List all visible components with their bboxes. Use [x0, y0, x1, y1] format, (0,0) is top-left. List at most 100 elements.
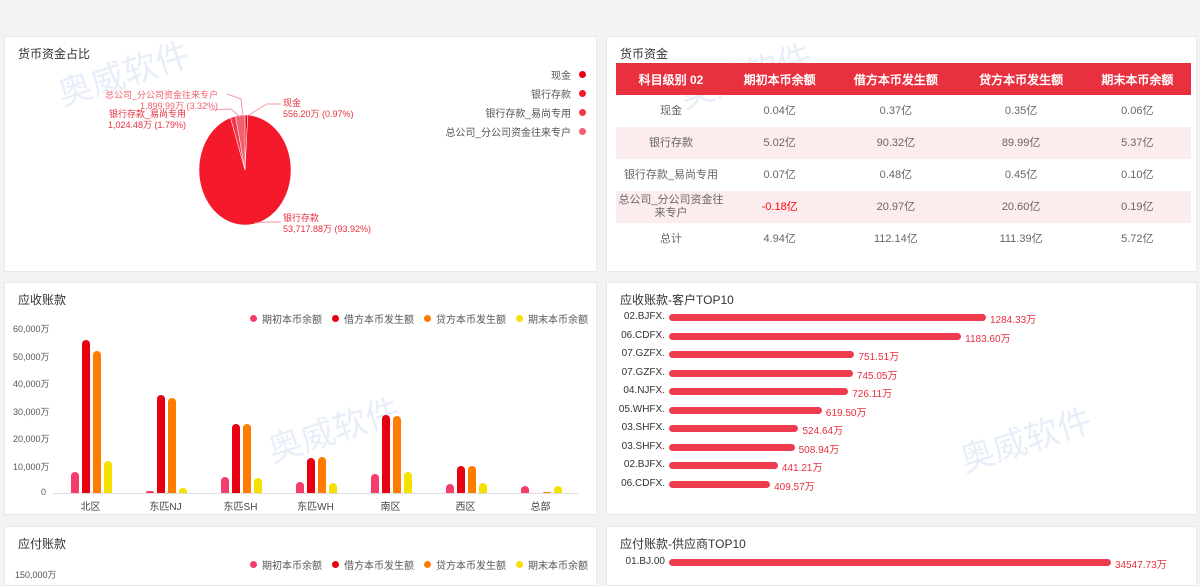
bar[interactable] — [220, 476, 229, 493]
bar[interactable] — [253, 477, 262, 493]
value-label: 751.51万 — [858, 352, 900, 363]
pie-slice[interactable] — [198, 114, 292, 226]
legend-item[interactable]: 贷方本币发生额 — [424, 557, 506, 572]
legend-label: 贷方本币发生额 — [436, 561, 506, 572]
bar[interactable] — [306, 457, 315, 493]
bar[interactable] — [242, 424, 251, 493]
label-value: 1,899.99万 (3.32%) — [139, 101, 218, 111]
y-tick: 150,000万 — [15, 570, 57, 580]
legend-item[interactable]: 期末本币余额 — [516, 557, 588, 572]
table-row[interactable]: 银行存款_易尚专用 0.07亿 0.48亿 0.45亿 0.10亿 — [616, 159, 1191, 191]
y-tick-label: 40,000万 — [13, 379, 50, 389]
legend-item[interactable]: 贷方本币发生额 — [424, 311, 506, 326]
pie-slice[interactable] — [235, 114, 246, 171]
bar[interactable] — [381, 414, 390, 493]
column-header[interactable]: 贷方本币发生额 — [958, 63, 1084, 95]
category-label: 06.CDFX. — [621, 329, 665, 341]
panel-title: 货币资金占比 — [18, 47, 91, 61]
bar[interactable] — [92, 351, 101, 493]
bar[interactable] — [669, 332, 962, 340]
value-label: 726.11万 — [852, 389, 893, 400]
bar[interactable] — [467, 466, 476, 493]
legend-item[interactable]: 期初本币余额 — [250, 311, 322, 326]
table-cell: 0.10亿 — [1121, 168, 1154, 181]
bar[interactable] — [295, 482, 304, 493]
x-tick-label: 南区 — [380, 502, 401, 513]
watermark-text: 奥威软件 — [955, 401, 1097, 480]
bar[interactable] — [403, 472, 412, 493]
bar[interactable] — [669, 462, 778, 469]
legend-item[interactable]: 借方本币发生额 — [332, 311, 414, 326]
legend-item[interactable]: 期初本币余额 — [250, 557, 322, 572]
bar[interactable] — [70, 472, 79, 493]
x-tick-label: 东匹SH — [223, 502, 258, 513]
legend-label: 现金 — [551, 71, 571, 82]
panel-title: 应付账款-供应商TOP10 — [620, 537, 746, 551]
value-label: 745.05万 — [856, 370, 898, 382]
legend-label: 银行存款 — [531, 90, 571, 101]
bar[interactable] — [669, 406, 822, 414]
bar[interactable] — [145, 490, 154, 493]
bar[interactable] — [317, 456, 326, 493]
legend-dot-icon — [424, 561, 431, 568]
bar[interactable] — [520, 486, 529, 493]
bar[interactable] — [669, 559, 1111, 566]
bar[interactable] — [669, 480, 771, 488]
currency-funds-table-panel: 奥威软件 货币资金 科目级别 02期初本币余额借方本币发生额贷方本币发生额期末本… — [606, 36, 1197, 272]
legend-item[interactable]: 银行存款_易尚专用 — [445, 103, 586, 122]
column-header[interactable]: 期初本币余额 — [726, 63, 834, 95]
value-label: 441.21万 — [781, 463, 823, 474]
bar[interactable] — [669, 425, 799, 432]
bar[interactable] — [81, 340, 90, 493]
table-header-row: 科目级别 02 期初本币余额 借方本币发生额 贷方本币发生额 期末本币余额 — [616, 63, 1191, 95]
bar[interactable] — [328, 483, 337, 493]
table-row[interactable]: 现金 0.04亿 0.37亿 0.35亿 0.06亿 — [616, 95, 1191, 127]
bar[interactable] — [478, 483, 487, 493]
bar[interactable] — [669, 443, 795, 451]
label-leader-line — [254, 221, 281, 224]
legend-dot-icon — [579, 90, 586, 97]
table-row[interactable]: 总公司_分公司资金往来专户 -0.18亿 20.97亿 20.60亿 0.19亿 — [616, 191, 1191, 223]
legend-item[interactable]: 总公司_分公司资金往来专户 — [445, 122, 586, 141]
label-name: 银行存款 — [283, 213, 320, 223]
bar[interactable] — [669, 314, 986, 321]
bar[interactable] — [370, 473, 379, 493]
y-tick-label: 0 — [41, 487, 47, 497]
bar[interactable] — [231, 424, 240, 493]
ap-panel: 应付账款 期初本币余额 借方本币发生额 贷方本币发生额 期末本币余额 150,000万 — [4, 526, 597, 586]
bar[interactable] — [156, 395, 165, 493]
table-row[interactable]: 总计 4.94亿 112.14亿 111.39亿 5.72亿 — [616, 223, 1191, 255]
legend-label: 银行存款_易尚专用 — [485, 109, 571, 120]
bar[interactable] — [445, 484, 454, 493]
bar[interactable] — [167, 398, 176, 493]
bar[interactable] — [456, 465, 465, 493]
column-header[interactable]: 期末本币余额 — [1083, 63, 1191, 95]
bar[interactable] — [392, 416, 401, 493]
table-cell: 0.07亿 — [763, 168, 796, 181]
legend-item[interactable]: 期末本币余额 — [516, 311, 588, 326]
panel-title: 应付账款 — [18, 537, 67, 551]
value-label: 1183.60万 — [965, 333, 1011, 345]
table-row[interactable]: 银行存款 5.02亿 90.32亿 89.99亿 5.37亿 — [616, 127, 1191, 159]
bar[interactable] — [103, 461, 112, 493]
legend-item[interactable]: 银行存款 — [445, 84, 586, 103]
bar[interactable] — [178, 487, 187, 493]
bar[interactable] — [542, 492, 551, 493]
pie-label-bank: 银行存款 53,717.88万 (93.92%) — [283, 213, 371, 235]
bar[interactable] — [553, 486, 562, 493]
bar[interactable] — [669, 351, 855, 358]
legend-item[interactable]: 现金 — [445, 65, 586, 84]
table-cell: 0.35亿 — [1004, 104, 1038, 117]
column-header[interactable]: 借方本币发生额 — [833, 63, 959, 95]
legend-item[interactable]: 借方本币发生额 — [332, 557, 414, 572]
bar[interactable] — [669, 388, 849, 395]
category-label: 05.WHFX. — [618, 403, 665, 415]
legend-dot-icon — [579, 71, 586, 78]
legend-dot-icon — [250, 561, 257, 568]
legend-dot-icon — [516, 315, 523, 322]
bar[interactable] — [669, 369, 853, 377]
ar-legend: 期初本币余额 借方本币发生额 贷方本币发生额 期末本币余额 — [250, 311, 588, 326]
category-label: 06.CDFX. — [621, 477, 665, 489]
table-cell: 现金 — [660, 104, 682, 117]
column-header[interactable]: 科目级别 02 — [616, 63, 726, 95]
